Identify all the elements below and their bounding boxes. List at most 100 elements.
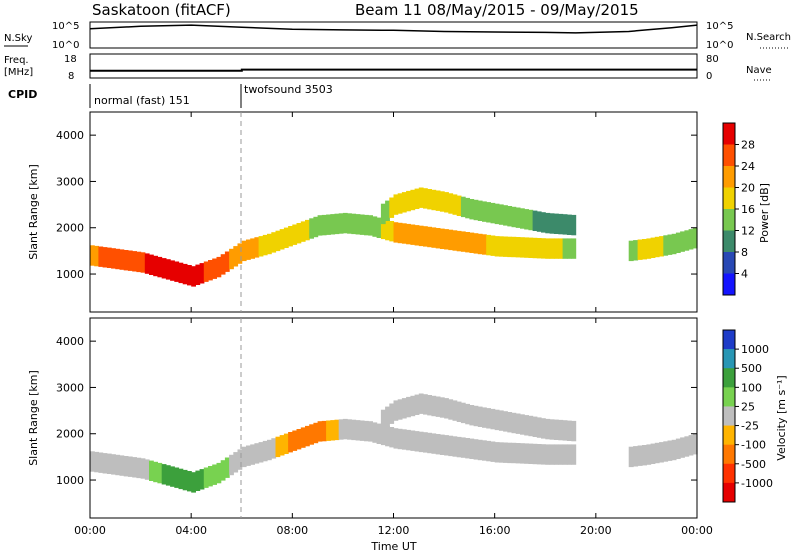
heatmap-cell <box>637 239 643 260</box>
x-tick-label: 04:00 <box>175 524 207 537</box>
nsky-line <box>89 24 698 34</box>
heatmap-cell <box>439 191 445 212</box>
velocity-colorbar-label: Velocity [m s⁻¹] <box>775 375 788 460</box>
heatmap-cell <box>456 195 462 216</box>
heatmap-cell <box>368 421 373 442</box>
heatmap-cell <box>558 419 564 441</box>
heatmap-cell <box>368 215 373 236</box>
freq-panel-frame <box>89 53 698 79</box>
heatmap-cell <box>317 421 323 442</box>
heatmap-cell <box>149 460 154 481</box>
heatmap-cell <box>482 407 487 428</box>
heatmap-cell <box>94 245 99 267</box>
heatmap-cell <box>553 444 559 465</box>
heatmap-cell <box>515 207 521 228</box>
heatmap-cell <box>536 444 542 465</box>
heatmap-cell <box>571 214 577 236</box>
heatmap-cell <box>115 248 121 270</box>
heatmap-cell <box>414 394 420 415</box>
heatmap-cell <box>313 422 319 444</box>
colorbar-swatch <box>723 406 735 426</box>
colorbar-tick-label: 4 <box>741 268 748 281</box>
heatmap-cell <box>267 233 272 255</box>
heatmap-cell <box>326 214 331 235</box>
heatmap-cell <box>216 256 222 278</box>
heatmap-cell <box>418 225 424 247</box>
nave-label: Nave <box>746 65 772 76</box>
heatmap-cell <box>494 236 500 257</box>
heatmap-cell <box>486 408 491 429</box>
freq-left-tick-bottom: 8 <box>68 71 74 82</box>
power-heatmap <box>90 187 698 287</box>
heatmap-cell <box>418 431 424 453</box>
heatmap-cell <box>174 261 180 282</box>
heatmap-cell <box>528 443 534 464</box>
heatmap-cell <box>414 188 420 209</box>
heatmap-cell <box>439 397 445 418</box>
heatmap-cell <box>654 442 660 464</box>
heatmap-cell <box>680 437 685 458</box>
heatmap-cell <box>659 442 664 463</box>
heatmap-cell <box>132 251 137 272</box>
heatmap-cell <box>98 452 104 473</box>
heatmap-cell <box>511 206 517 228</box>
heatmap-cell <box>503 236 508 257</box>
heatmap-cell <box>385 200 390 221</box>
heatmap-cell <box>212 464 217 485</box>
heatmap-cell <box>646 238 652 259</box>
heatmap-cell <box>393 222 399 243</box>
heatmap-cell <box>359 214 365 235</box>
heatmap-cell <box>224 251 230 272</box>
heatmap-cell <box>262 440 268 462</box>
heatmap-cell <box>486 234 491 256</box>
heatmap-cell <box>654 236 660 258</box>
heatmap-cell <box>254 443 260 464</box>
heatmap-cell <box>283 433 289 454</box>
heatmap-cell <box>283 227 289 248</box>
heatmap-cell <box>507 412 513 433</box>
heatmap-cell <box>435 434 441 455</box>
heatmap-cell <box>659 236 664 257</box>
heatmap-cell <box>427 395 432 416</box>
heatmap-cell <box>507 206 513 227</box>
colorbar-tick-label: 24 <box>741 160 755 173</box>
heatmap-cell <box>520 208 525 229</box>
heatmap-cell <box>161 464 167 485</box>
time-axis: 00:00 04:00 08:00 12:00 16:00 20:00 00:00 <box>74 112 713 537</box>
heatmap-cell <box>549 419 555 440</box>
y-tick-label: 4000 <box>56 335 84 348</box>
heatmap-cell <box>292 224 298 245</box>
freq-right-tick-top: 80 <box>706 54 719 65</box>
colorbar-tick-label: 25 <box>741 400 755 413</box>
heatmap-cell <box>486 440 491 462</box>
heatmap-cell <box>473 405 479 427</box>
heatmap-cell <box>410 189 416 211</box>
heatmap-cell <box>692 228 698 249</box>
heatmap-cell <box>490 202 496 224</box>
heatmap-cell <box>157 256 163 278</box>
heatmap-cell <box>431 189 437 211</box>
heatmap-cell <box>401 398 407 419</box>
freq-line <box>90 68 697 72</box>
cpid-mode-twofsound: twofsound 3503 <box>244 83 333 96</box>
colorbar-swatch <box>723 463 735 484</box>
heatmap-cell <box>380 203 386 225</box>
heatmap-cell <box>271 232 277 253</box>
heatmap-cell <box>494 442 500 463</box>
heatmap-cell <box>233 246 239 267</box>
heatmap-cell <box>507 442 513 464</box>
heatmap-cell <box>418 393 424 414</box>
heatmap-cell <box>305 425 310 447</box>
heatmap-cell <box>642 445 647 466</box>
heatmap-cell <box>351 213 357 235</box>
heatmap-cell <box>524 443 529 464</box>
heatmap-cell <box>465 232 470 253</box>
heatmap-cell <box>532 416 538 437</box>
heatmap-cell <box>663 441 669 462</box>
heatmap-cell <box>410 395 416 417</box>
heatmap-cell <box>123 456 129 477</box>
heatmap-cell <box>397 193 403 214</box>
heatmap-cell <box>524 237 529 258</box>
heatmap-cell <box>511 442 517 464</box>
heatmap-cell <box>549 238 555 259</box>
